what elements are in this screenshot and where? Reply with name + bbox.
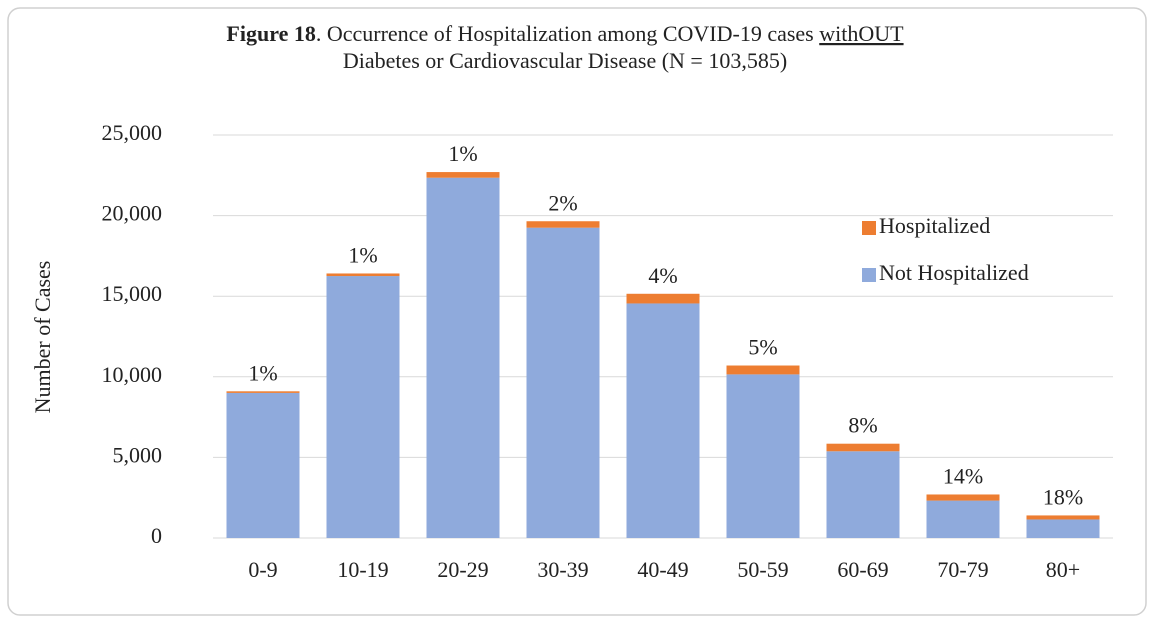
legend-swatch	[862, 268, 876, 282]
x-tick-label: 0-9	[248, 557, 277, 582]
chart-subtitle: Diabetes or Cardiovascular Disease (N = …	[343, 48, 787, 73]
bar-segment	[526, 227, 600, 538]
bar-segment	[626, 293, 700, 304]
y-tick-label: 10,000	[102, 362, 163, 387]
percent-label: 1%	[448, 141, 477, 166]
x-tick-label: 10-19	[337, 557, 388, 582]
percent-label: 1%	[348, 243, 377, 268]
x-tick-label: 80+	[1046, 557, 1080, 582]
bar-segment	[426, 172, 500, 178]
title-text: . Occurrence of Hospitalization among CO…	[316, 21, 819, 46]
percent-label: 18%	[1043, 484, 1083, 509]
y-tick-label: 5,000	[113, 442, 163, 467]
y-axis-title: Number of Cases	[30, 261, 55, 414]
x-tick-label: 60-69	[837, 557, 888, 582]
percent-label: 8%	[848, 413, 877, 438]
bar-segment	[226, 391, 300, 393]
percent-label: 4%	[648, 263, 677, 288]
bar-segment	[626, 303, 700, 538]
legend-swatch	[862, 221, 876, 235]
bar-segment	[926, 500, 1000, 538]
percent-label: 1%	[248, 360, 277, 385]
percent-label: 2%	[548, 190, 577, 215]
bar-segment	[226, 392, 300, 538]
x-tick-label: 20-29	[437, 557, 488, 582]
x-tick-label: 40-49	[637, 557, 688, 582]
x-tick-label: 50-59	[737, 557, 788, 582]
y-tick-label: 20,000	[102, 201, 163, 226]
y-tick-label: 25,000	[102, 120, 163, 145]
bar-segment	[326, 276, 400, 538]
bar-segment	[726, 365, 800, 375]
percent-label: 5%	[748, 335, 777, 360]
bar-segment	[326, 273, 400, 277]
bar-segment	[926, 494, 1000, 501]
legend-label: Hospitalized	[879, 213, 990, 238]
bar-segment	[526, 221, 600, 228]
chart-title: Figure 18. Occurrence of Hospitalization…	[226, 21, 904, 46]
bar-segment	[726, 374, 800, 538]
title-underlined: withOUT	[819, 21, 904, 46]
bar-segment	[826, 443, 900, 452]
bar-segment	[826, 451, 900, 538]
x-tick-label: 30-39	[537, 557, 588, 582]
bar-segment	[426, 177, 500, 538]
y-tick-label: 0	[151, 523, 162, 548]
bar-segment	[1026, 519, 1100, 538]
legend-label: Not Hospitalized	[879, 260, 1029, 285]
bar-segment	[1026, 515, 1100, 520]
x-tick-label: 70-79	[937, 557, 988, 582]
percent-label: 14%	[943, 464, 983, 489]
y-tick-label: 15,000	[102, 281, 163, 306]
title-bold: Figure 18	[226, 21, 315, 46]
